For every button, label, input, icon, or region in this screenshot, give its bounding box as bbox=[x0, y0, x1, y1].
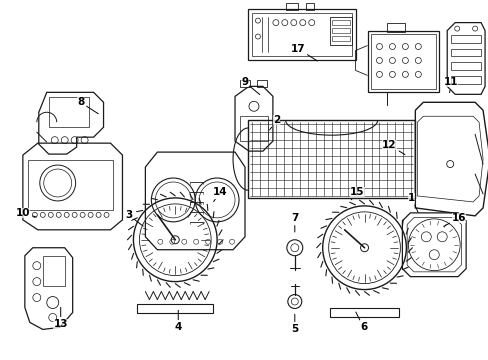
Bar bbox=[450, 62, 480, 71]
Text: 3: 3 bbox=[124, 210, 143, 226]
Bar bbox=[251, 13, 351, 57]
Bar bbox=[450, 49, 480, 57]
Text: 10: 10 bbox=[16, 208, 36, 218]
Bar bbox=[240, 80, 249, 87]
Bar bbox=[305, 3, 313, 10]
Bar bbox=[370, 33, 435, 89]
Text: 12: 12 bbox=[382, 140, 404, 155]
Text: 4: 4 bbox=[174, 310, 182, 332]
Text: 17: 17 bbox=[290, 44, 317, 61]
Bar bbox=[137, 303, 213, 314]
Bar bbox=[331, 36, 349, 41]
Bar bbox=[331, 20, 349, 24]
Text: 8: 8 bbox=[77, 97, 98, 114]
Bar bbox=[247, 9, 355, 60]
Text: 9: 9 bbox=[241, 77, 259, 95]
Bar bbox=[240, 116, 267, 141]
Text: 7: 7 bbox=[290, 213, 298, 232]
Text: 16: 16 bbox=[443, 213, 466, 226]
Bar bbox=[450, 76, 480, 84]
Text: 2: 2 bbox=[269, 115, 280, 130]
Bar bbox=[329, 17, 351, 45]
Text: 6: 6 bbox=[355, 312, 366, 332]
Bar bbox=[329, 307, 399, 318]
Bar bbox=[28, 160, 112, 210]
Bar bbox=[49, 97, 88, 127]
Bar bbox=[256, 80, 266, 87]
Bar bbox=[331, 28, 349, 32]
Bar bbox=[450, 35, 480, 42]
Bar bbox=[285, 3, 297, 10]
Text: 13: 13 bbox=[53, 307, 68, 329]
Bar bbox=[42, 256, 64, 285]
Bar bbox=[247, 120, 414, 198]
Bar bbox=[367, 31, 438, 92]
Bar bbox=[386, 23, 405, 32]
Text: 1: 1 bbox=[407, 193, 417, 212]
Text: 11: 11 bbox=[443, 77, 458, 93]
Text: 15: 15 bbox=[349, 187, 364, 200]
Text: 5: 5 bbox=[290, 314, 298, 334]
Text: 14: 14 bbox=[212, 187, 227, 202]
